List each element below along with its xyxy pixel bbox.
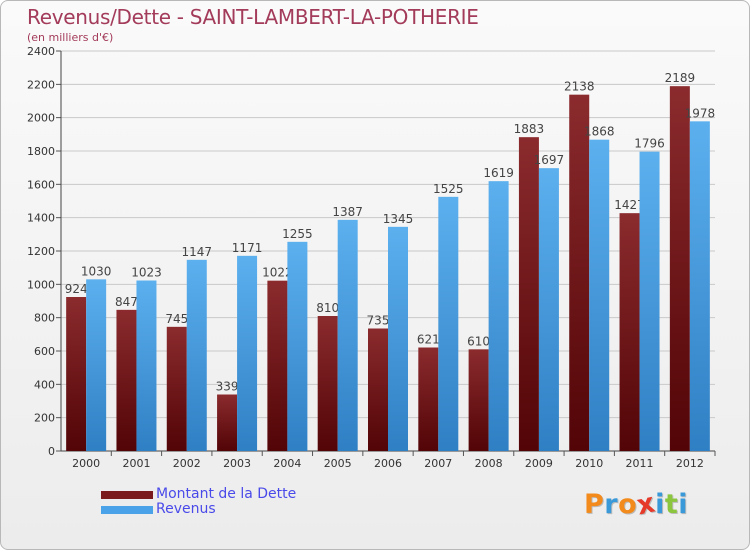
y-tick-label: 800: [34, 312, 55, 325]
bar-dette-2000: [66, 297, 87, 451]
x-tick-label-2011: 2011: [626, 457, 654, 470]
x-tick-label-2009: 2009: [525, 457, 553, 470]
y-tick-label: 2400: [27, 45, 55, 58]
data-label-revenus-2008: 1619: [483, 166, 514, 180]
data-label-dette-2007: 621: [417, 333, 440, 347]
legend-swatch-revenus: [101, 505, 153, 514]
x-tick-label-2003: 2003: [223, 457, 251, 470]
x-tick-label-2005: 2005: [324, 457, 352, 470]
data-label-revenus-2009: 1697: [534, 153, 565, 167]
x-tick-label-2001: 2001: [122, 457, 150, 470]
data-label-revenus-2003: 1171: [232, 241, 263, 255]
data-label-dette-2004: 1022: [262, 266, 293, 280]
x-tick-label-2012: 2012: [676, 457, 704, 470]
data-label-revenus-2011: 1796: [634, 137, 665, 151]
x-tick-label-2002: 2002: [173, 457, 201, 470]
x-tick-label-2006: 2006: [374, 457, 402, 470]
logo-letter: i: [655, 489, 665, 520]
logo-letter: r: [604, 489, 619, 520]
bar-dette-2012: [669, 86, 690, 452]
data-label-dette-2005: 810: [316, 301, 339, 315]
data-label-dette-2010: 2138: [564, 80, 595, 94]
data-label-revenus-2001: 1023: [131, 266, 162, 280]
y-tick-label: 1800: [27, 145, 55, 158]
legend-label-revenus: Revenus: [156, 501, 216, 517]
legend-item-revenus: Revenus: [101, 502, 296, 517]
bar-dette-2011: [619, 213, 640, 451]
legend-label-dette: Montant de la Dette: [156, 486, 297, 502]
data-label-revenus-2000: 1030: [81, 264, 112, 278]
chart-title: Revenus/Dette - SAINT-LAMBERT-LA-POTHERI…: [27, 5, 479, 29]
y-tick-label: 200: [34, 412, 55, 425]
bar-dette-2006: [368, 328, 388, 451]
x-tick-label-2008: 2008: [475, 457, 503, 470]
data-label-dette-2009: 1883: [514, 122, 545, 136]
bar-revenus-2005: [337, 219, 358, 451]
bar-revenus-2003: [237, 255, 258, 451]
logo-letter: o: [618, 489, 638, 520]
bar-revenus-2009: [538, 168, 559, 451]
bar-revenus-2011: [639, 151, 660, 451]
x-tick-label-2007: 2007: [424, 457, 452, 470]
y-tick-label: 1600: [27, 178, 55, 191]
bar-revenus-2010: [589, 139, 610, 451]
y-tick-label: 1400: [27, 212, 55, 225]
y-tick-label: 0: [48, 445, 55, 458]
bar-revenus-2006: [388, 226, 408, 451]
x-tick-label-2000: 2000: [72, 457, 100, 470]
logo-letter: t: [664, 489, 679, 520]
bar-revenus-2012: [689, 121, 710, 451]
legend: Montant de la Dette Revenus: [101, 487, 296, 517]
bar-revenus-2004: [287, 241, 308, 451]
legend-swatch-dette: [101, 490, 153, 499]
y-tick-label: 600: [34, 345, 55, 358]
data-label-dette-2006: 735: [367, 314, 390, 328]
bar-dette-2001: [116, 309, 137, 451]
legend-item-dette: Montant de la Dette: [101, 487, 296, 502]
data-label-dette-2003: 339: [216, 380, 239, 394]
data-label-dette-2000: 924: [65, 282, 88, 296]
bar-revenus-2001: [136, 280, 157, 451]
logo-letter: i: [678, 489, 689, 520]
y-tick-label: 1000: [27, 278, 55, 291]
bar-dette-2003: [217, 394, 238, 451]
data-label-revenus-2010: 1868: [584, 125, 615, 139]
proxiti-logo[interactable]: Proxiti: [584, 487, 689, 521]
data-label-dette-2012: 2189: [665, 71, 696, 85]
y-tick-label: 1200: [27, 245, 55, 258]
x-tick-label-2010: 2010: [575, 457, 603, 470]
bar-dette-2008: [468, 349, 489, 451]
bar-revenus-2000: [86, 279, 107, 451]
y-tick-label: 2200: [27, 78, 55, 91]
bar-dette-2009: [518, 137, 539, 451]
y-tick-label: 2000: [27, 112, 55, 125]
data-label-revenus-2002: 1147: [181, 245, 212, 259]
data-label-revenus-2004: 1255: [282, 227, 313, 241]
bar-dette-2005: [317, 316, 338, 451]
bar-dette-2002: [166, 326, 187, 451]
data-label-revenus-2007: 1525: [433, 182, 464, 196]
bar-revenus-2008: [488, 181, 509, 451]
data-label-revenus-2005: 1387: [332, 205, 363, 219]
x-tick-label-2004: 2004: [273, 457, 301, 470]
data-label-dette-2011: 1427: [614, 198, 645, 212]
chart-subtitle: (en milliers d'€): [27, 31, 114, 44]
data-label-dette-2002: 745: [165, 312, 188, 326]
y-tick-label: 400: [34, 378, 55, 391]
bar-revenus-2002: [186, 259, 207, 451]
data-label-revenus-2012: 1978: [685, 106, 716, 120]
bar-dette-2004: [267, 280, 288, 451]
data-label-dette-2001: 847: [115, 295, 138, 309]
bar-revenus-2007: [438, 196, 459, 451]
logo-letter: P: [584, 489, 605, 520]
bar-dette-2007: [418, 347, 439, 451]
data-label-dette-2008: 610: [467, 334, 490, 348]
data-label-revenus-2006: 1345: [383, 212, 414, 226]
bar-dette-2010: [569, 94, 590, 452]
